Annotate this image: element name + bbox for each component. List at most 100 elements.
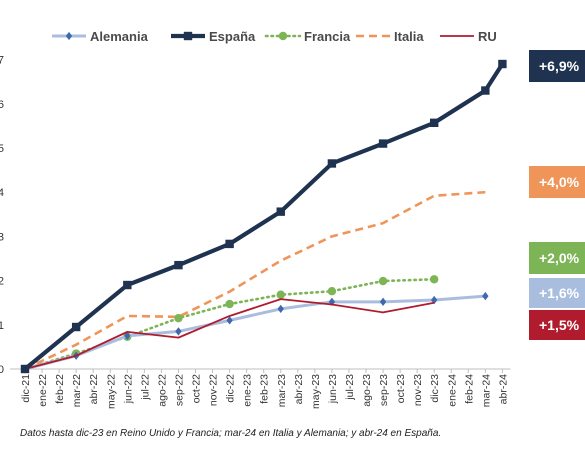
value-badge: +1,6% xyxy=(529,278,585,308)
x-tick-label: oct-22 xyxy=(191,374,203,403)
x-tick-label: nov-22 xyxy=(208,374,220,406)
data-point xyxy=(124,331,131,341)
data-point xyxy=(174,313,183,323)
badge-background xyxy=(529,50,585,82)
series-españa xyxy=(20,59,507,374)
legend-label: España xyxy=(209,29,256,44)
data-point xyxy=(71,322,81,332)
x-tick-label: may-22 xyxy=(105,374,117,409)
value-badge: +2,0% xyxy=(529,242,585,274)
x-tick-label: ene-24 xyxy=(446,374,458,407)
y-tick-label: 2 xyxy=(0,276,4,288)
x-axis-ticks: dic-21 ene-22 feb-22 mar-22 abr-22 may-22 jun-… xyxy=(20,374,509,409)
x-tick-label: ago-23 xyxy=(361,374,373,407)
data-point xyxy=(174,260,183,270)
series-ru xyxy=(24,298,435,370)
legend-entry-alemania: Alemania xyxy=(52,29,149,44)
x-tick-label: jun-23 xyxy=(327,374,339,404)
badge-label: +4,0% xyxy=(539,174,580,190)
badge-background xyxy=(529,278,585,308)
x-tick-label: sep-22 xyxy=(173,374,185,406)
data-point xyxy=(378,276,388,286)
legend-entry-italia: Italia xyxy=(356,29,424,44)
value-badge: +4,0% xyxy=(529,166,585,198)
value-badge: +6,9% xyxy=(529,50,585,82)
x-axis xyxy=(10,368,511,373)
badge-background xyxy=(529,166,585,198)
footnote: Datos hasta dic-23 en Reino Unido y Fran… xyxy=(20,428,442,439)
x-tick-label: dic-22 xyxy=(225,374,237,403)
data-point xyxy=(482,291,489,301)
x-tick-label: nov-23 xyxy=(412,374,424,406)
data-point xyxy=(225,239,234,249)
data-point xyxy=(225,299,234,309)
data-point xyxy=(481,86,490,95)
x-tick-label: mar-24 xyxy=(480,374,492,407)
y-tick-label: 0 xyxy=(0,364,4,376)
x-tick-label: ene-23 xyxy=(242,374,254,407)
x-tick-label: dic-23 xyxy=(429,374,441,403)
badge-label: +6,9% xyxy=(539,58,580,74)
series-alemania xyxy=(21,291,489,374)
badge-label: +2,0% xyxy=(539,250,580,266)
x-tick-label: feb-24 xyxy=(463,374,475,404)
legend-entry-ru: RU xyxy=(440,29,497,44)
y-axis-ticks: 0 1 2 3 4 5 6 7 xyxy=(0,55,4,376)
data-point xyxy=(327,287,337,296)
x-tick-label: sep-23 xyxy=(378,374,390,406)
value-badge: +1,5% xyxy=(529,310,585,340)
data-point xyxy=(498,59,507,69)
data-point xyxy=(327,159,337,168)
data-point xyxy=(379,297,387,306)
x-tick-label: mar-22 xyxy=(71,374,83,407)
x-tick-label: jun-22 xyxy=(122,374,134,404)
badge-label: +1,5% xyxy=(539,317,580,333)
data-point xyxy=(123,280,132,290)
data-point xyxy=(276,290,285,299)
x-tick-label: ene-22 xyxy=(37,374,49,407)
series-group xyxy=(20,59,507,374)
y-tick-label: 5 xyxy=(0,143,4,155)
legend-marker xyxy=(65,31,73,41)
x-tick-label: ago-22 xyxy=(156,374,168,407)
data-point xyxy=(430,275,439,284)
y-tick-label: 6 xyxy=(0,99,4,111)
series-line xyxy=(24,190,486,371)
x-tick-label: abr-24 xyxy=(497,374,509,405)
series-italia xyxy=(24,190,486,371)
badge-label: +1,6% xyxy=(539,285,580,301)
data-point xyxy=(430,118,439,128)
data-point xyxy=(226,316,233,325)
badge-background xyxy=(529,242,585,274)
x-tick-label: jul-23 xyxy=(344,374,356,401)
y-tick-label: 4 xyxy=(0,187,4,199)
legend-label: Alemania xyxy=(90,29,149,44)
y-tick-label: 1 xyxy=(0,320,4,332)
legend-label: Italia xyxy=(394,29,424,44)
data-point xyxy=(277,304,284,314)
x-tick-label: dic-21 xyxy=(20,374,32,403)
x-tick-label: feb-22 xyxy=(54,374,66,404)
legend-marker xyxy=(183,31,193,41)
legend: Alemania España Francia Italia RU xyxy=(52,29,497,44)
legend-entry-españa: España xyxy=(171,29,256,44)
x-tick-label: mar-23 xyxy=(276,374,288,407)
data-point xyxy=(276,207,285,216)
legend-entry-francia: Francia xyxy=(264,29,351,44)
x-tick-label: feb-23 xyxy=(259,374,271,404)
data-point xyxy=(175,327,182,336)
value-badges: +6,9% +4,0% +2,0% +1,6% +1,5% xyxy=(529,50,585,340)
legend-label: Francia xyxy=(304,29,351,44)
series-line xyxy=(24,294,486,371)
series-line xyxy=(23,62,505,371)
series-line xyxy=(24,298,435,370)
legend-label: RU xyxy=(478,29,497,44)
x-tick-label: jul-22 xyxy=(139,374,151,401)
x-tick-label: abr-23 xyxy=(293,374,305,405)
x-tick-label: may-23 xyxy=(310,374,322,409)
badge-background xyxy=(529,310,585,340)
y-tick-label: 3 xyxy=(0,231,4,243)
data-point xyxy=(20,364,30,374)
